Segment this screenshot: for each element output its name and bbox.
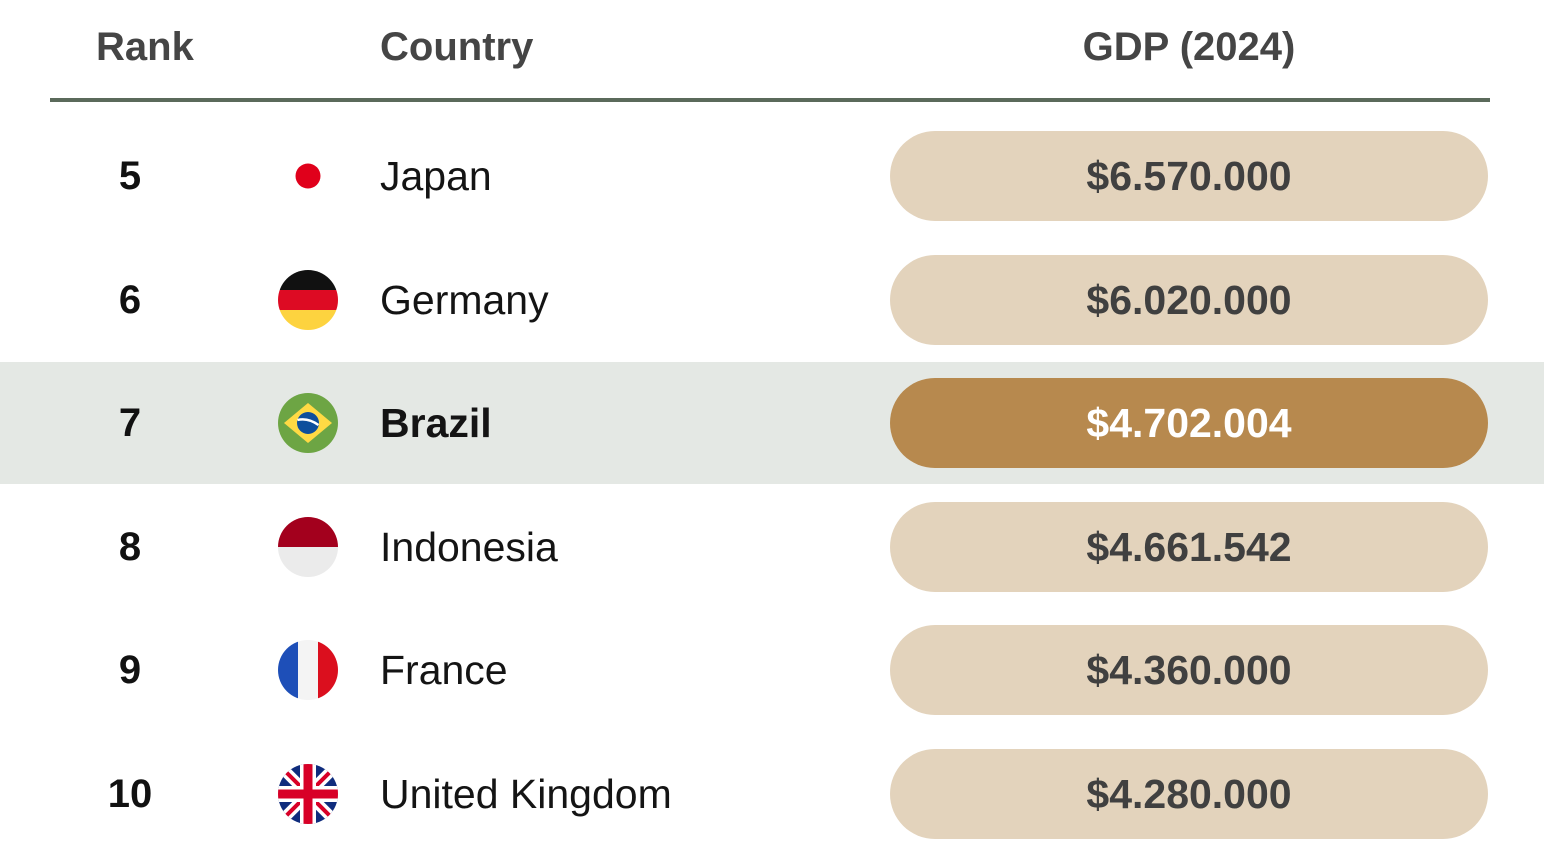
country-cell: Brazil — [380, 400, 492, 446]
country-cell: Germany — [380, 277, 549, 323]
france-flag-icon — [278, 640, 338, 700]
indonesia-flag-icon — [278, 517, 338, 577]
header-divider — [50, 98, 1490, 102]
rank-column-header: Rank — [96, 25, 194, 69]
table-row: 7 Brazil $4.702.004 — [0, 362, 1544, 484]
gdp-value-pill: $6.020.000 — [890, 255, 1488, 345]
gdp-column-header: GDP (2024) — [1082, 25, 1296, 69]
gdp-value-pill: $4.280.000 — [890, 749, 1488, 839]
gdp-value-pill: $6.570.000 — [890, 131, 1488, 221]
table-row: 10 United Kingdom $4.280.000 — [0, 733, 1544, 855]
country-cell: Indonesia — [380, 524, 558, 570]
gdp-value-pill: $4.661.542 — [890, 502, 1488, 592]
table-row: 9 France $4.360.000 — [0, 609, 1544, 731]
rank-cell: 8 — [118, 525, 142, 569]
table-row: 6 Germany $6.020.000 — [0, 239, 1544, 361]
japan-flag-icon — [278, 146, 338, 206]
country-column-header: Country — [380, 25, 534, 69]
gdp-value-pill: $4.702.004 — [890, 378, 1488, 468]
table-row: 5 Japan $6.570.000 — [0, 115, 1544, 237]
rank-cell: 10 — [107, 772, 153, 816]
brazil-flag-icon — [278, 393, 338, 453]
country-cell: France — [380, 647, 508, 693]
country-cell: Japan — [380, 153, 492, 199]
rank-cell: 7 — [118, 401, 142, 445]
rank-cell: 6 — [118, 278, 142, 322]
table-header: Rank Country GDP (2024) — [0, 22, 1544, 72]
country-cell: United Kingdom — [380, 771, 672, 817]
gdp-value-pill: $4.360.000 — [890, 625, 1488, 715]
table-row: 8 Indonesia $4.661.542 — [0, 486, 1544, 608]
united-kingdom-flag-icon — [278, 764, 338, 824]
germany-flag-icon — [278, 270, 338, 330]
rank-cell: 9 — [118, 648, 142, 692]
rank-cell: 5 — [118, 154, 142, 198]
